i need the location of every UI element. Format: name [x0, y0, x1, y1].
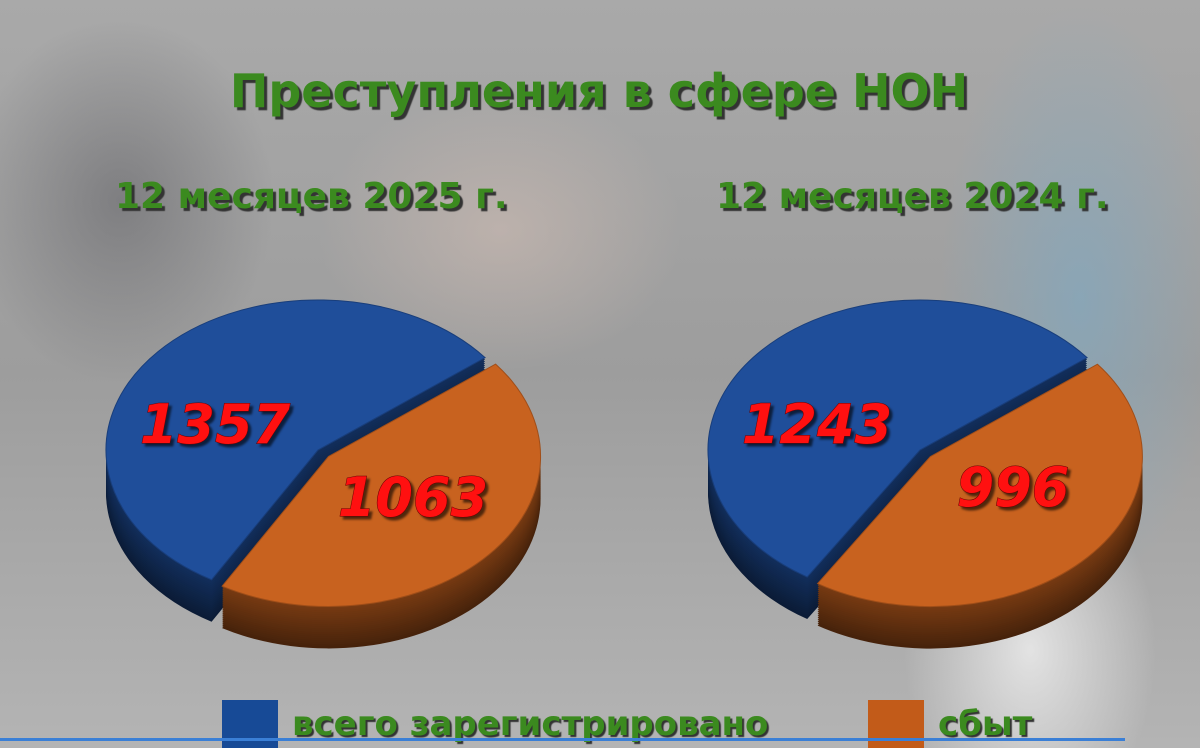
pie-1-slice-1 — [816, 363, 1143, 608]
pie-0-data-label-0: 1357 — [140, 393, 291, 456]
legend-item-sales: сбыт — [868, 700, 1032, 748]
pie-1-data-label-1: 996 — [957, 456, 1070, 519]
chart-title-2024: 12 месяцев 2024 г. — [716, 176, 1109, 217]
pie-0-slice-1 — [221, 363, 542, 607]
pie-0-slice-0 — [105, 299, 486, 581]
legend-item-total: всего зарегистрировано — [222, 700, 768, 748]
slide-title: Преступления в сфере НОН — [229, 64, 969, 118]
pie-1-data-label-0: 1243 — [742, 393, 892, 456]
pie-1-slice-0 — [707, 299, 1088, 578]
legend-label-sales: сбыт — [938, 704, 1033, 744]
chart-title-2025: 12 месяцев 2025 г. — [115, 176, 508, 217]
pie-0-data-label-1: 1063 — [338, 466, 488, 529]
legend-label-total: всего зарегистрировано — [292, 704, 769, 744]
divider-line — [0, 738, 1125, 741]
